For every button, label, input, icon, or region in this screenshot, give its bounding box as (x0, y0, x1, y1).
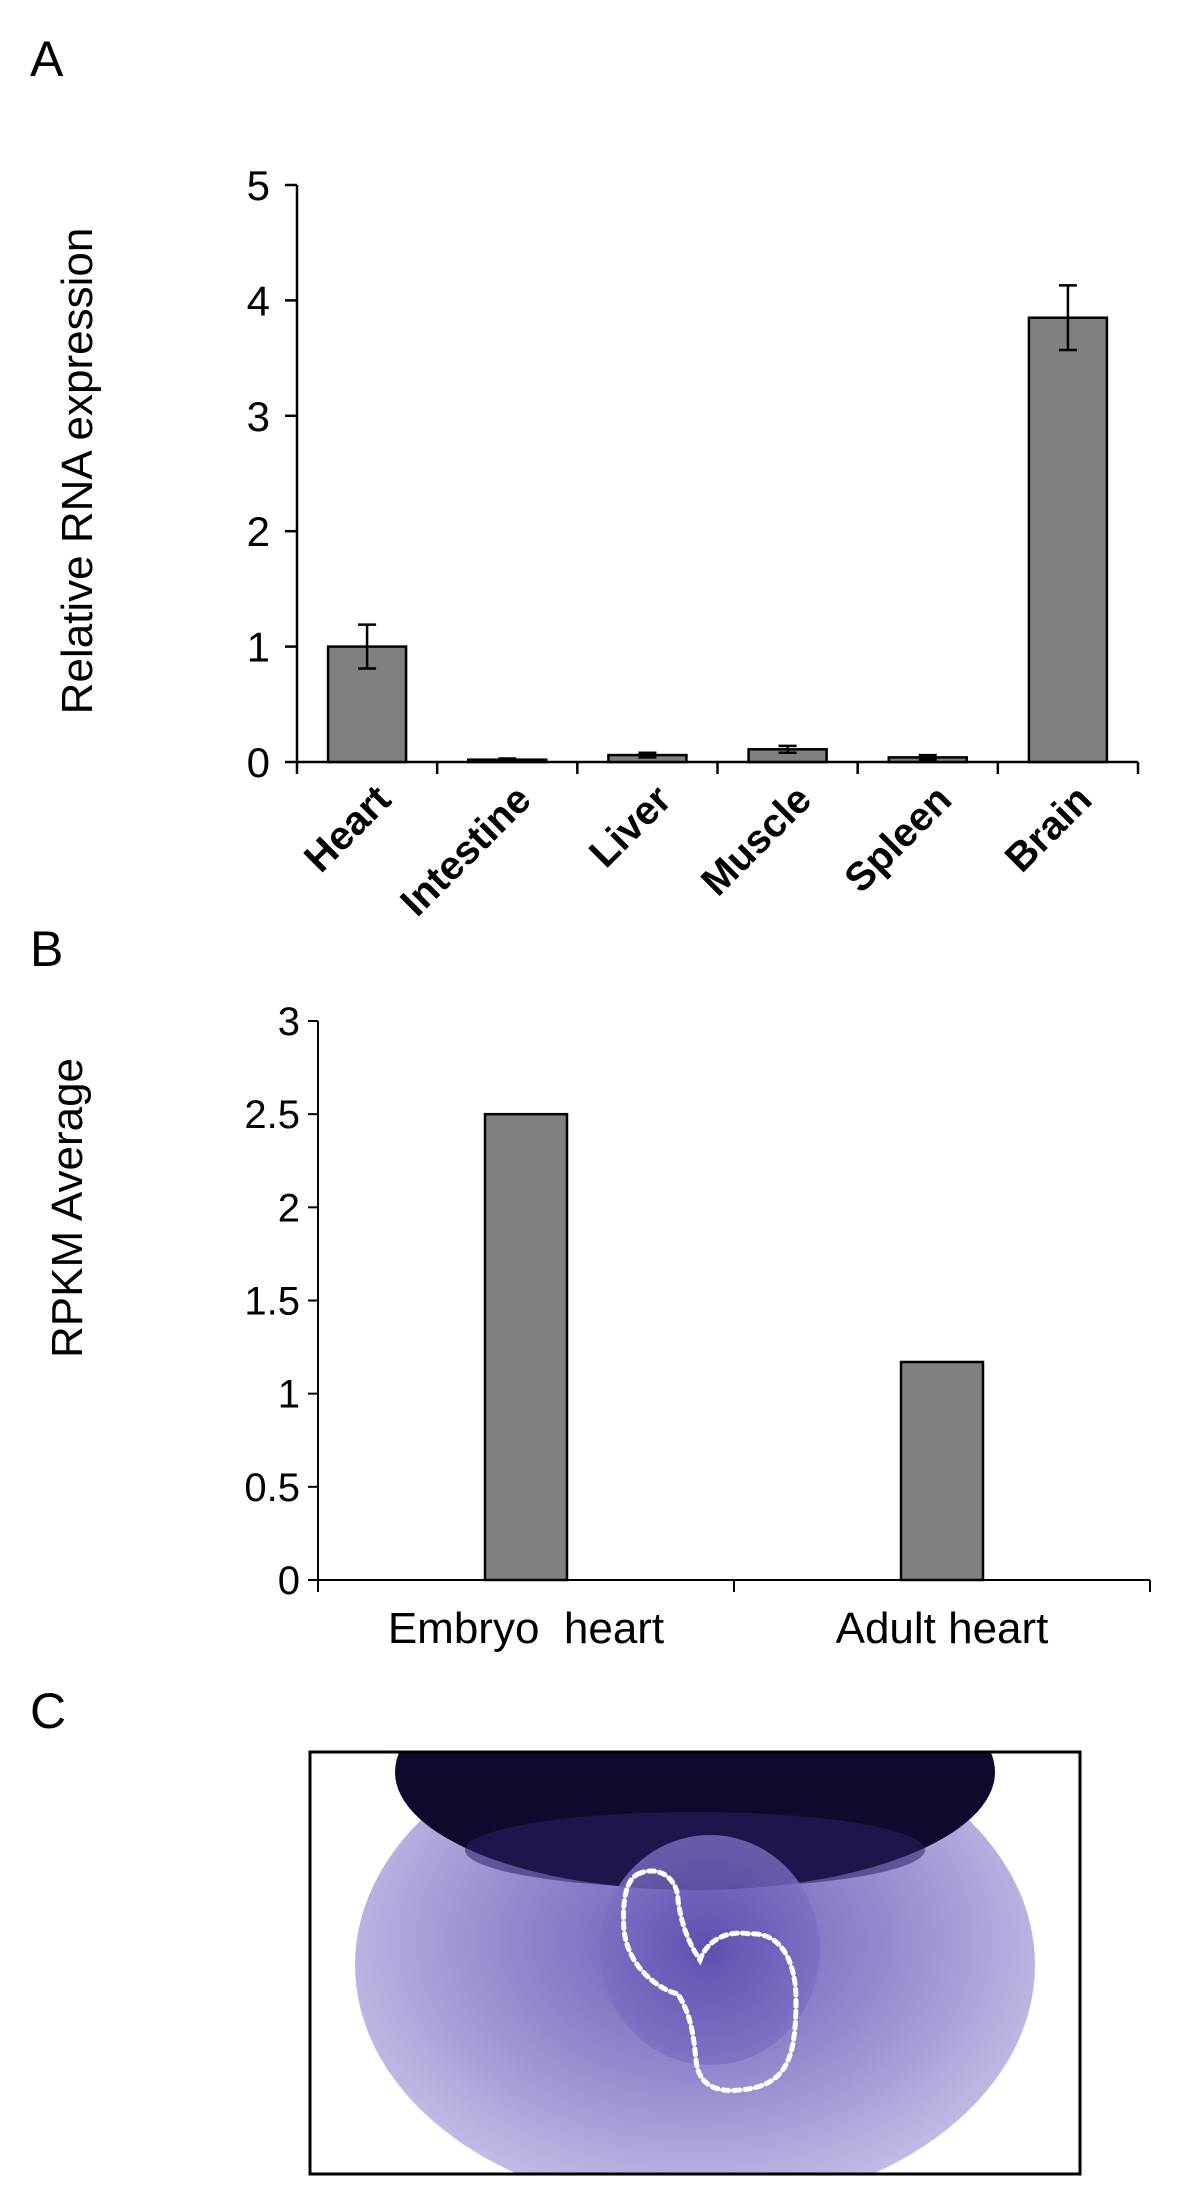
chart-b-y-label: RPKM Average (43, 1058, 92, 1358)
chart-a-x-tick-label: Intestine (392, 777, 539, 924)
chart-b-y-tick-label: 0 (278, 1559, 300, 1603)
chart-a-y-tick-label: 1 (247, 624, 270, 671)
photo-frame (308, 1750, 1082, 2176)
chart-b-y-tick-label: 2.5 (244, 1093, 300, 1137)
chart-a-x-tick-label: Muscle (693, 777, 820, 904)
chart-a-y-tick-label: 3 (247, 393, 270, 440)
chart-a-x-tick-label: Heart (296, 777, 399, 880)
chart-b-bar (483, 1112, 569, 1582)
chart-b-y-tick-label: 0.5 (244, 1466, 300, 1510)
panel-c-label: C (30, 1683, 66, 1739)
chart-a-x-tick-label: Spleen (836, 777, 960, 901)
chart-b: RPKM Average 0 0.5 1 1.5 2 2.5 3 Embryo heart Ad… (43, 1000, 1151, 1653)
chart-b-y-tick-label: 1.5 (244, 1280, 300, 1324)
heart-outline (621, 1868, 799, 2093)
chart-a-y-label: Relative RNA expression (53, 228, 102, 715)
chart-b-y-tick-label: 2 (278, 1186, 300, 1230)
chart-a-y-tick-label: 5 (247, 162, 270, 209)
chart-a-y-tick-label: 2 (247, 508, 270, 555)
chart-a-x-tick-label: Liver (581, 777, 680, 876)
chart-b-marks: 0 0.5 1 1.5 2 2.5 3 Embryo heart Adult heart (244, 1000, 1151, 1653)
embryo-heart-region (600, 1835, 820, 2065)
chart-b-x-tick-label: Embryo heart (388, 1604, 664, 1653)
chart-a-y-tick-label: 0 (247, 739, 270, 786)
chart-b-y-tick-label: 1 (278, 1373, 300, 1417)
chart-a: Relative RNA expression 0 1 2 3 4 5 HeartIntes… (53, 162, 1140, 925)
chart-a-bar (1027, 316, 1109, 764)
chart-a-y-tick-label: 4 (247, 277, 270, 324)
chart-b-x-tick-label: Adult heart (836, 1604, 1049, 1653)
chart-b-y-tick-label: 3 (278, 1000, 300, 1044)
panel-a-label: A (30, 31, 64, 87)
chart-b-bar (899, 1360, 985, 1582)
embryo-micrograph (310, 1752, 1080, 2174)
panel-b-label: B (30, 921, 63, 977)
chart-a-x-tick-label: Brain (997, 777, 1100, 880)
